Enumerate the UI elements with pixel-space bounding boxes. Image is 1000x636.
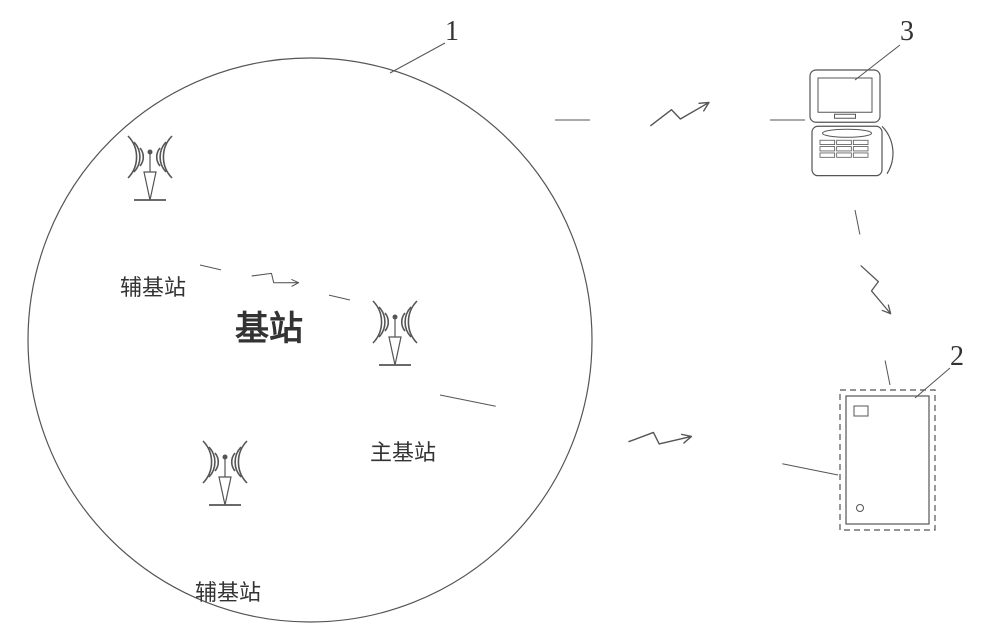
base-station-group-circle (28, 58, 592, 622)
annotation-leader (855, 45, 900, 80)
sub-station-2-tower-icon (203, 441, 247, 505)
link-tick (855, 210, 860, 235)
sub-station-2-label: 辅基站 (195, 580, 261, 605)
server-icon (840, 390, 935, 530)
link-tick (329, 295, 350, 300)
link-tick (440, 395, 496, 406)
bolt-group-phone (649, 102, 710, 125)
sub-station-1-label: 辅基站 (120, 275, 186, 300)
annotation-leader (390, 43, 445, 73)
link-tick (200, 265, 221, 270)
main-station-tower-icon (373, 301, 417, 365)
phone-icon (810, 70, 893, 176)
annotation-number: 2 (950, 341, 964, 372)
sub-station-1-tower-icon (128, 136, 172, 200)
link-tick (782, 464, 838, 475)
main-station-label: 主基站 (370, 440, 436, 465)
bolt-phone-server (861, 262, 891, 318)
link-tick (885, 361, 890, 386)
annotation-leader (915, 368, 950, 398)
annotation-number: 3 (900, 16, 914, 47)
bolt-group-server (629, 424, 691, 454)
group-label: 基站 (235, 310, 303, 348)
bolt-substation-main (252, 264, 298, 295)
annotation-number: 1 (445, 16, 459, 47)
